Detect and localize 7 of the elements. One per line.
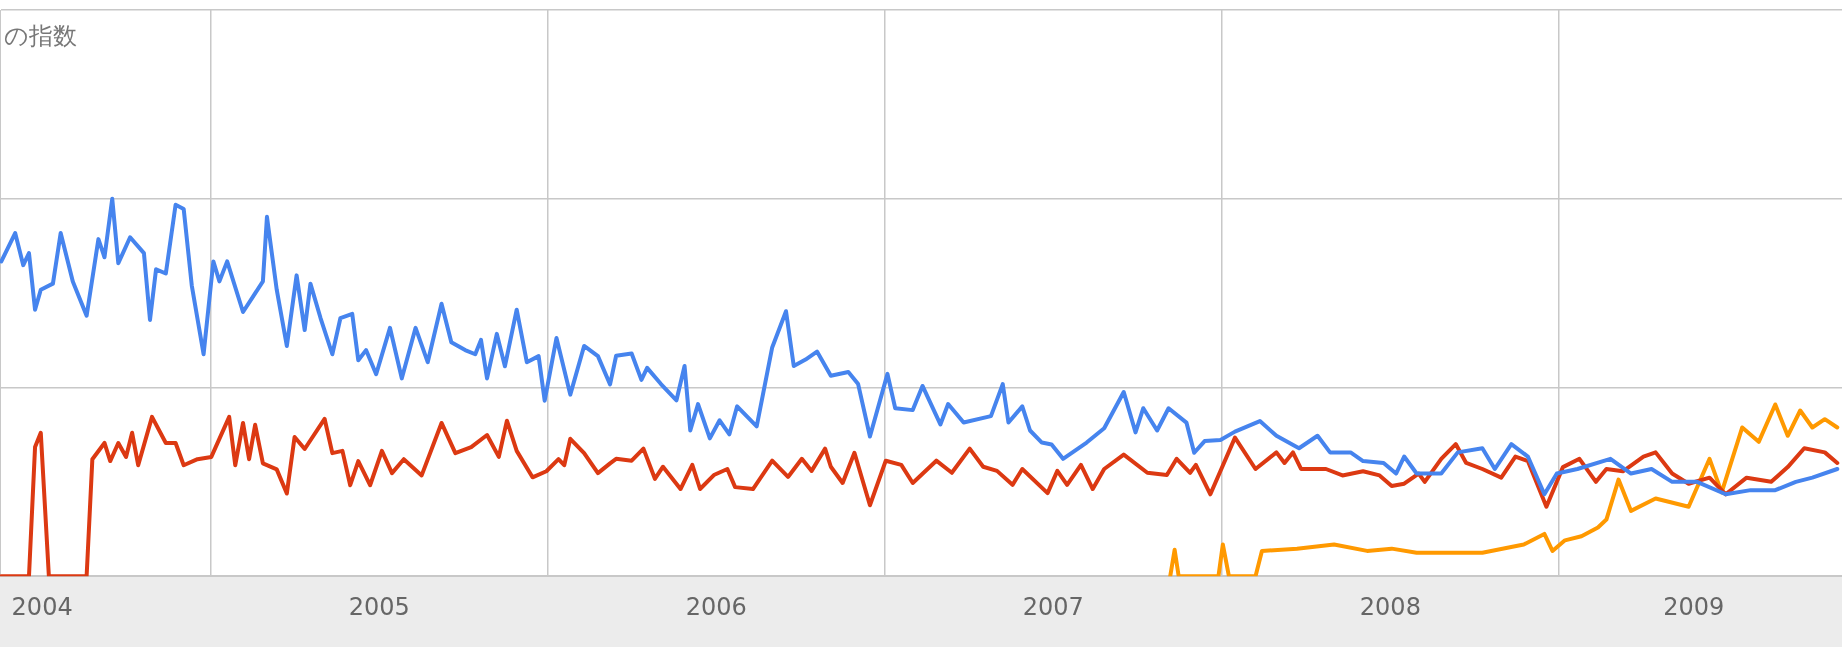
x-tick-label: 2006 xyxy=(685,592,747,621)
x-tick-label: 2004 xyxy=(11,592,73,621)
text: の指数 xyxy=(4,22,77,51)
x-tick-label: 2007 xyxy=(1022,592,1084,621)
x-tick-label: 2009 xyxy=(1663,592,1725,621)
x-tick-label: 2005 xyxy=(348,592,410,621)
x-tick-label: 2008 xyxy=(1359,592,1421,621)
